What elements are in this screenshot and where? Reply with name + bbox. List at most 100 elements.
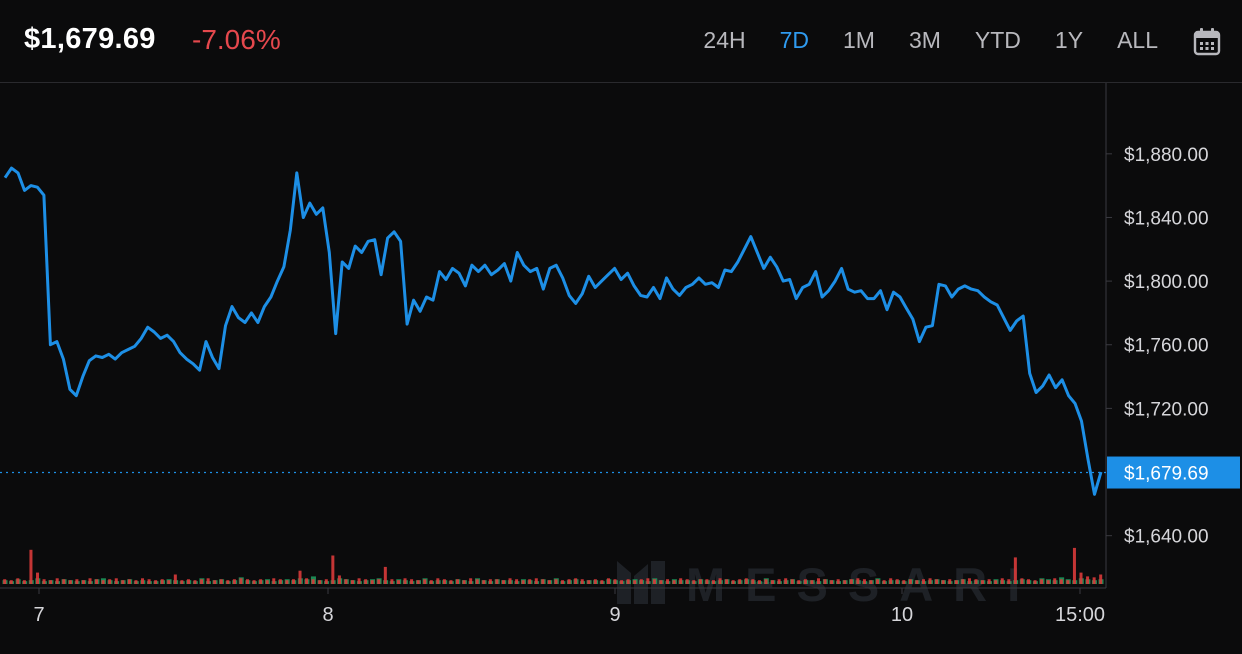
volume-bar-down <box>974 579 978 584</box>
volume-bar-down <box>101 580 105 584</box>
volume-bar-down <box>318 580 322 584</box>
volume-bar-down <box>941 580 945 584</box>
volume-bar-down <box>357 578 361 584</box>
volume-bar-down <box>600 580 604 584</box>
range-1m[interactable]: 1M <box>843 27 875 53</box>
volume-bar-down <box>36 572 40 584</box>
volume-bar-down <box>666 579 670 584</box>
y-tick-label: $1,840.00 <box>1124 208 1209 229</box>
range-3m[interactable]: 3M <box>908 27 941 53</box>
range-7d[interactable]: 7D <box>779 27 810 53</box>
volume-bar-down <box>239 578 243 584</box>
price-chart[interactable]: MESSARI $1,880.00 $1,840.00 $1,800.00 $1,76… <box>0 83 1242 654</box>
volume-bar-down <box>823 579 827 584</box>
volume-bar-down <box>1053 578 1057 584</box>
volume-bar-down <box>862 579 866 584</box>
current-price: $1,679.69 <box>24 23 156 55</box>
volume-bar-down <box>731 580 735 584</box>
volume-bar-down <box>265 580 269 584</box>
volume-bar-down <box>561 580 565 584</box>
volume-bar-down <box>501 580 505 584</box>
volume-bar-down <box>449 580 453 584</box>
volume-bar-down <box>68 580 72 584</box>
volume-bar-down <box>810 580 814 584</box>
range-all[interactable]: ALL <box>1117 27 1158 53</box>
volume-bar-down <box>344 579 348 584</box>
x-tick-label: 7 <box>33 604 44 626</box>
volume-bar-down <box>410 579 414 584</box>
volume-bar-down <box>685 579 689 584</box>
volume-bar-down <box>967 578 971 584</box>
y-tick-label: $1,880.00 <box>1124 145 1209 166</box>
volume-bar-down <box>1046 580 1050 584</box>
range-ytd[interactable]: YTD <box>974 27 1021 53</box>
volume-bar-down <box>121 580 125 584</box>
volume-bar-down <box>403 578 407 584</box>
volume-bar-down <box>1013 557 1017 584</box>
volume-bar-down <box>620 580 624 584</box>
volume-bar-down <box>692 580 696 584</box>
volume-bar-down <box>416 580 420 584</box>
volume-bar-down <box>777 579 781 584</box>
volume-bar-down <box>816 578 820 584</box>
volume-bar-down <box>587 580 591 584</box>
volume-bar-down <box>1092 577 1096 584</box>
volume-bar-down <box>246 579 250 584</box>
current-price-label: $1,679.69 <box>1124 464 1209 485</box>
volume-bar-down <box>9 580 13 584</box>
volume-bar-down <box>423 579 427 584</box>
volume-bar-down <box>515 579 519 584</box>
volume-bar-down <box>981 580 985 584</box>
x-tick-label: 8 <box>322 604 333 626</box>
volume-bar-down <box>482 580 486 584</box>
y-tick-label: $1,640.00 <box>1124 527 1209 548</box>
volume-bar-down <box>475 579 479 584</box>
volume-bar-down <box>784 578 788 584</box>
watermark-text: MESSARI <box>686 558 1040 611</box>
volume-bar-down <box>639 579 643 584</box>
volume-bar-down <box>626 579 630 584</box>
volume-bar-down <box>718 578 722 584</box>
volume-bar-down <box>370 580 374 584</box>
volume-bar-down <box>351 580 355 584</box>
volume-bar-down <box>646 578 650 584</box>
volume-bar-down <box>705 579 709 584</box>
volume-bar-down <box>672 580 676 584</box>
x-tick-label: 10 <box>891 604 913 626</box>
volume-bar-down <box>803 579 807 584</box>
volume-bar-down <box>751 579 755 584</box>
volume-bar-down <box>554 579 558 584</box>
volume-bar-down <box>1020 578 1024 584</box>
range-24h[interactable]: 24H <box>703 27 746 53</box>
volume-bar-down <box>154 580 158 584</box>
volume-bar-down <box>843 580 847 584</box>
volume-bar-down <box>173 574 177 584</box>
volume-bar-down <box>1099 574 1103 584</box>
volume-bar-down <box>954 580 958 584</box>
volume-bar-down <box>49 580 53 584</box>
volume-bar-down <box>390 579 394 584</box>
range-1y[interactable]: 1Y <box>1054 27 1084 53</box>
volume-bar-down <box>469 578 473 584</box>
volume-bar-down <box>127 579 131 584</box>
volume-bar-down <box>961 579 965 584</box>
volume-bar-down <box>75 579 79 584</box>
volume-bar-down <box>186 579 190 584</box>
volume-bar-down <box>337 575 341 584</box>
volume-bar-down <box>633 580 637 584</box>
volume-bar-down <box>305 578 309 584</box>
volume-bar-down <box>1026 579 1031 584</box>
volume-bar-down <box>42 579 46 584</box>
volume-bar-down <box>226 580 230 584</box>
chart-header: $1,679.69 -7.06% 24H 7D 1M 3M YTD 1Y ALL <box>0 0 1242 83</box>
volume-bar-down <box>193 580 197 584</box>
volume-bar-down <box>134 580 138 584</box>
volume-bar-down <box>462 580 466 584</box>
volume-bar-down <box>849 579 853 584</box>
volume-bar-down <box>180 580 184 584</box>
calendar-icon[interactable] <box>1193 27 1221 56</box>
volume-bar-down <box>206 578 210 584</box>
volume-bar-down <box>488 579 492 584</box>
volume-bar-down <box>324 579 328 584</box>
volume-bar-down <box>994 580 998 584</box>
